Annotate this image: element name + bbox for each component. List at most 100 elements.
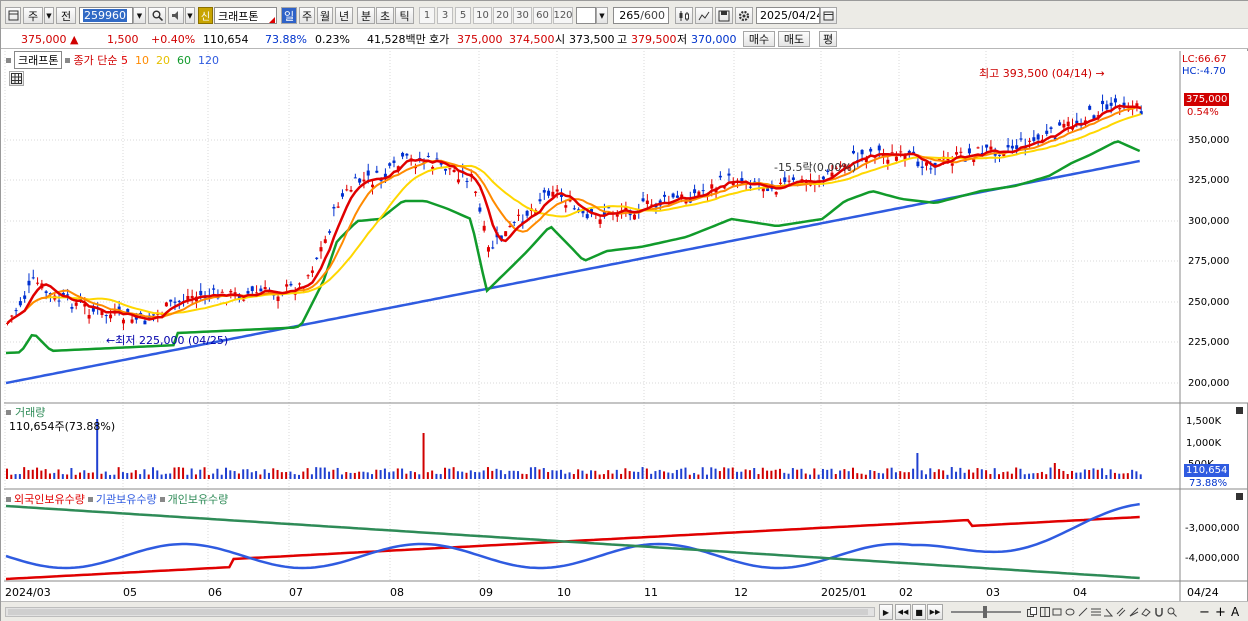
candle-body xyxy=(276,296,280,302)
holding-handle-icon-2[interactable] xyxy=(87,496,93,502)
week-dropdown-icon[interactable]: ▼ xyxy=(44,7,54,24)
stock-code-input[interactable]: 259960 xyxy=(79,7,133,24)
legend-handle-icon[interactable] xyxy=(65,57,71,63)
channel-tool-icon[interactable] xyxy=(1116,607,1126,617)
interval-60[interactable]: 60 xyxy=(533,7,552,24)
calendar-icon[interactable] xyxy=(820,7,837,24)
gear-icon[interactable] xyxy=(735,7,753,24)
copy-icon[interactable] xyxy=(1027,607,1037,617)
ma-legend-title[interactable]: 종가 단순 xyxy=(73,54,118,67)
font-size-button[interactable]: A xyxy=(1231,605,1240,619)
volume-title[interactable]: 거래량 xyxy=(15,406,46,419)
volume-bar xyxy=(212,473,215,479)
interval-120[interactable]: 120 xyxy=(553,7,573,24)
volume-bar xyxy=(1083,469,1086,479)
tab-month[interactable]: 월 xyxy=(317,7,333,24)
trend-line-icon[interactable] xyxy=(1078,607,1088,617)
magnet-icon[interactable] xyxy=(1154,607,1164,617)
candle-type-icon[interactable] xyxy=(675,7,693,24)
sell-button[interactable]: 매도 xyxy=(778,31,810,47)
custom-interval-input[interactable] xyxy=(576,7,596,24)
candle-body xyxy=(1049,127,1053,129)
scrollbar-thumb[interactable] xyxy=(8,609,868,615)
candle-body xyxy=(615,212,619,217)
average-button[interactable]: 평 xyxy=(819,31,837,47)
zoom-out-button[interactable]: − xyxy=(1199,605,1210,619)
volume-handle-icon[interactable] xyxy=(6,409,11,415)
candle-body xyxy=(538,199,542,202)
interval-20[interactable]: 20 xyxy=(493,7,512,24)
zoom-in-button[interactable]: + xyxy=(1215,605,1226,619)
fibonacci-icon[interactable] xyxy=(1090,607,1101,617)
stock-name-tag[interactable]: 크래프톤 xyxy=(14,51,63,69)
tab-second[interactable]: 초 xyxy=(376,7,394,24)
volume-bar xyxy=(774,469,777,479)
stock-code-dropdown-icon[interactable]: ▼ xyxy=(133,7,146,24)
volume-bar xyxy=(23,467,26,479)
buy-button[interactable]: 매수 xyxy=(743,31,775,47)
holding-handle-icon-3[interactable] xyxy=(159,496,165,502)
individual-holding-label[interactable]: 개인보유수량 xyxy=(167,493,229,506)
custom-interval-dropdown-icon[interactable]: ▼ xyxy=(596,7,608,24)
candle-body xyxy=(839,165,843,167)
interval-30[interactable]: 30 xyxy=(513,7,532,24)
speaker-icon[interactable] xyxy=(168,7,184,24)
candle-body xyxy=(1019,138,1023,140)
date-field[interactable]: 2025/04/24 xyxy=(756,7,820,24)
fan-tool-icon[interactable] xyxy=(1129,607,1139,617)
foreign-holding-label[interactable]: 외국인보유수량 xyxy=(14,493,85,506)
candle-body xyxy=(963,160,967,162)
horizontal-scrollbar[interactable] xyxy=(5,607,875,617)
save-icon[interactable] xyxy=(715,7,733,24)
interval-1[interactable]: 1 xyxy=(419,7,435,24)
interval-5[interactable]: 5 xyxy=(455,7,471,24)
candle-body xyxy=(121,319,125,324)
volume-bar xyxy=(886,468,889,479)
week-select[interactable]: 주 xyxy=(23,7,43,24)
market-select[interactable]: 전 xyxy=(56,7,76,24)
stock-name-field: 크래프톤 xyxy=(214,7,277,24)
interval-10[interactable]: 10 xyxy=(473,7,492,24)
angle-tool-icon[interactable] xyxy=(1103,607,1114,617)
search-icon[interactable] xyxy=(148,7,166,24)
candle-body xyxy=(1045,130,1049,134)
volume-bar xyxy=(688,474,691,479)
scroll-first-button[interactable]: ◀◀ xyxy=(895,604,911,620)
grid-table-icon[interactable] xyxy=(9,71,24,86)
volume-bar xyxy=(87,472,90,479)
window-menu-icon[interactable] xyxy=(5,7,21,24)
zoom-slider-handle[interactable] xyxy=(983,606,987,618)
stop-button[interactable]: ■ xyxy=(912,604,926,620)
window-split-icon[interactable] xyxy=(1039,607,1050,617)
tab-year[interactable]: 년 xyxy=(335,7,353,24)
institution-holding-label[interactable]: 기관보유수량 xyxy=(95,493,157,506)
zoom-icon[interactable] xyxy=(1167,607,1177,617)
tab-week[interactable]: 주 xyxy=(299,7,315,24)
ma-20-label: 20 xyxy=(155,53,170,67)
chart-area[interactable] xyxy=(4,51,1248,619)
eraser-icon[interactable] xyxy=(1141,607,1152,617)
candle-body xyxy=(607,207,611,209)
speaker-dropdown-icon[interactable]: ▼ xyxy=(185,7,195,24)
volume-bar xyxy=(718,471,721,479)
tab-minute[interactable]: 분 xyxy=(357,7,375,24)
interval-3[interactable]: 3 xyxy=(437,7,453,24)
quote-bar: 375,000 ▲ 1,500 +0.40% 110,654 73.88% 0.… xyxy=(1,29,1248,49)
rectangle-tool-icon[interactable] xyxy=(1052,607,1062,617)
volume-bar xyxy=(18,474,21,479)
volume-bar xyxy=(1109,469,1112,479)
ask-price: 375,000 xyxy=(457,32,503,46)
volume-bar xyxy=(190,468,193,479)
panel-handle-icon[interactable] xyxy=(6,57,11,63)
candle-body xyxy=(869,148,873,152)
ellipse-tool-icon[interactable] xyxy=(1065,607,1075,617)
tab-day[interactable]: 일 xyxy=(281,7,297,24)
volume-bar xyxy=(6,468,8,479)
chart-line-icon[interactable] xyxy=(695,7,713,24)
count-field[interactable]: 265/600 xyxy=(613,7,669,24)
scroll-last-button[interactable]: ▶▶ xyxy=(927,604,943,620)
holding-handle-icon[interactable] xyxy=(6,496,11,502)
scroll-right-button[interactable]: ▶ xyxy=(879,604,893,620)
tab-tick[interactable]: 틱 xyxy=(395,7,414,24)
volume-bar xyxy=(272,468,275,479)
